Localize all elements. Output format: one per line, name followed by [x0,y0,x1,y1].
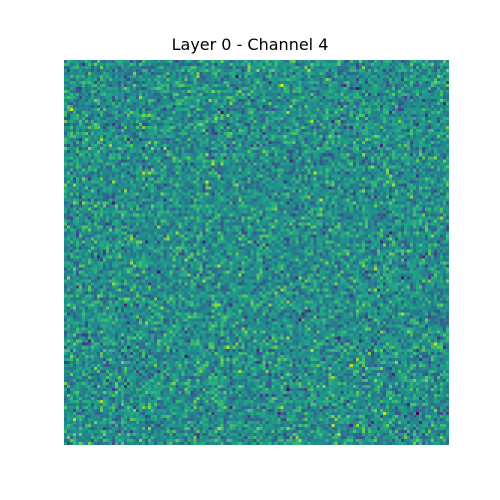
chart-title: Layer 0 - Channel 4 [171,35,329,54]
heatmap-image [64,60,449,445]
